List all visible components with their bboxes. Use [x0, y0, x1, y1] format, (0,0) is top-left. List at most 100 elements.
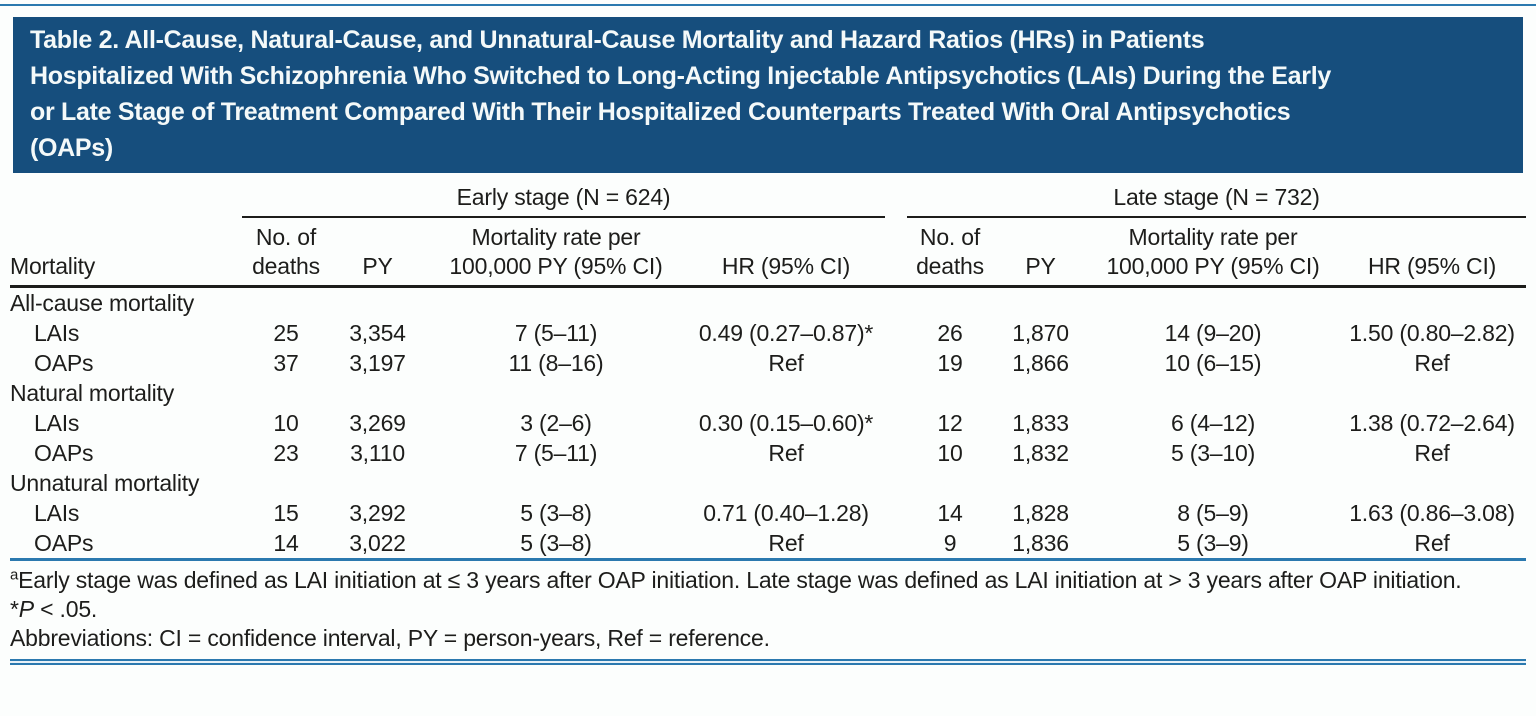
late-hr-column-header: HR (95% CI) — [1338, 217, 1527, 288]
section-label: Natural mortality — [10, 380, 175, 406]
table-row: OAPs 14 3,022 5 (3–8) Ref 9 1,836 5 (3–9… — [10, 528, 1527, 561]
cell-early-hr: 0.30 (0.15–0.60)* — [698, 410, 874, 436]
column-spacer — [885, 498, 907, 528]
late-deaths-column-header: No. of deaths — [907, 217, 994, 288]
empty-cells — [242, 378, 1526, 408]
title-line: (OAPs) — [30, 134, 113, 162]
cell-early-py: 3,197 — [349, 350, 406, 376]
row-label: LAIs — [34, 410, 80, 436]
footnote-abbreviations: Abbreviations: CI = confidence interval,… — [10, 625, 770, 651]
cell-early-rate: 5 (3–8) — [520, 500, 592, 526]
late-stage-group-header: Late stage (N = 732) — [907, 182, 1527, 218]
cell-late-py: 1,833 — [1012, 410, 1069, 436]
cell-late-deaths: 14 — [937, 500, 963, 526]
cell-early-hr: Ref — [687, 528, 886, 561]
empty-cells — [242, 287, 1526, 319]
significance-threshold: < .05. — [33, 596, 98, 622]
cell-late-deaths: 12 — [937, 410, 963, 436]
cell-early-deaths: 25 — [273, 320, 299, 346]
title-line: Table 2. All-Cause, Natural-Cause, and U… — [30, 26, 1205, 54]
cell-early-py: 3,110 — [350, 440, 405, 466]
table-section-row: All-cause mortality — [10, 287, 1526, 319]
footnote-significance: *P < .05. — [10, 595, 1526, 624]
cell-early-rate: 7 (5–11) — [514, 440, 598, 466]
footnote-stage-definition: aEarly stage was defined as LAI initiati… — [10, 566, 1526, 595]
cell-late-rate: 6 (4–12) — [1170, 410, 1256, 436]
bottom-divider-rule — [10, 659, 1526, 665]
column-spacer — [885, 318, 907, 348]
cell-early-py: 3,354 — [349, 320, 406, 346]
cell-early-rate: 5 (3–8) — [425, 528, 687, 561]
row-label: LAIs — [34, 500, 80, 526]
early-py-column-header: PY — [330, 217, 425, 288]
early-hr-column-header: HR (95% CI) — [687, 217, 886, 288]
footnote-stage-definition-text: Early stage was defined as LAI initiatio… — [18, 567, 1462, 593]
row-label: OAPs — [10, 528, 242, 561]
cell-late-hr: 1.63 (0.86–3.08) — [1349, 500, 1515, 526]
cell-late-deaths: 26 — [937, 320, 963, 346]
cell-early-deaths: 10 — [273, 410, 299, 436]
early-rate-column-header: Mortality rate per 100,000 PY (95% CI) — [425, 217, 687, 288]
cell-early-hr: Ref — [768, 350, 804, 376]
table-row: OAPs 37 3,197 11 (8–16) Ref 19 1,866 10 … — [10, 348, 1526, 378]
cell-late-py: 1,828 — [1012, 500, 1069, 526]
cell-late-rate: 8 (5–9) — [1177, 500, 1249, 526]
cell-late-rate: 5 (3–10) — [1170, 440, 1256, 466]
late-rate-column-header: Mortality rate per 100,000 PY (95% CI) — [1088, 217, 1339, 288]
significance-asterisk: * — [10, 596, 19, 622]
cell-early-py: 3,269 — [349, 410, 406, 436]
early-deaths-column-header: No. of deaths — [242, 217, 330, 288]
cell-late-rate: 5 (3–9) — [1088, 528, 1339, 561]
cell-early-deaths: 14 — [242, 528, 330, 561]
group-header-row: Early stage (N = 624) Late stage (N = 73… — [10, 182, 1527, 218]
cell-early-rate: 7 (5–11) — [514, 320, 598, 346]
cell-early-py: 3,022 — [330, 528, 425, 561]
cell-early-hr: Ref — [768, 440, 804, 466]
table-content-area: Early stage (N = 624) Late stage (N = 73… — [0, 182, 1536, 665]
empty-cells — [242, 468, 1526, 498]
cell-late-hr: 1.38 (0.72–2.64) — [1349, 410, 1515, 436]
cell-early-hr: 0.49 (0.27–0.87)* — [698, 320, 874, 346]
late-py-column-header: PY — [993, 217, 1089, 288]
table-row: OAPs 23 3,110 7 (5–11) Ref 10 1,832 5 (3… — [10, 438, 1526, 468]
significance-p: P — [18, 596, 34, 622]
empty-corner-cell — [10, 182, 242, 217]
table-section-row: Natural mortality — [10, 378, 1526, 408]
top-divider-rule — [0, 4, 1536, 6]
table-row: LAIs 10 3,269 3 (2–6) 0.30 (0.15–0.60)* … — [10, 408, 1526, 438]
cell-early-rate: 3 (2–6) — [520, 410, 592, 436]
mortality-table: Early stage (N = 624) Late stage (N = 73… — [10, 182, 1527, 561]
row-label: OAPs — [34, 350, 94, 376]
cell-late-hr: Ref — [1414, 440, 1450, 466]
table-row: LAIs 25 3,354 7 (5–11) 0.49 (0.27–0.87)*… — [10, 318, 1526, 348]
journal-table-page: Table 2. All-Cause, Natural-Cause, and U… — [0, 4, 1536, 716]
column-spacer — [885, 438, 907, 468]
cell-late-py: 1,870 — [1012, 320, 1069, 346]
title-line: Hospitalized With Schizophrenia Who Swit… — [30, 62, 1331, 90]
row-label: OAPs — [34, 440, 94, 466]
mortality-column-header: Mortality — [10, 217, 242, 288]
table-section-row: Unnatural mortality — [10, 468, 1526, 498]
column-header-row: Mortality No. of deaths PY Mortality rat… — [10, 217, 1527, 288]
cell-late-deaths: 19 — [937, 350, 963, 376]
table-row: LAIs 15 3,292 5 (3–8) 0.71 (0.40–1.28) 1… — [10, 498, 1526, 528]
section-label: All-cause mortality — [10, 290, 195, 316]
cell-late-py: 1,832 — [1012, 440, 1069, 466]
cell-early-deaths: 15 — [273, 500, 299, 526]
column-spacer — [885, 182, 907, 217]
cell-early-rate: 11 (8–16) — [508, 350, 604, 376]
cell-late-hr: 1.50 (0.80–2.82) — [1349, 320, 1515, 346]
cell-late-hr: Ref — [1338, 528, 1527, 561]
section-label: Unnatural mortality — [10, 470, 200, 496]
cell-late-py: 1,836 — [993, 528, 1089, 561]
cell-late-rate: 10 (6–15) — [1164, 350, 1262, 376]
table-title-banner: Table 2. All-Cause, Natural-Cause, and U… — [13, 17, 1523, 173]
cell-early-deaths: 37 — [273, 350, 299, 376]
cell-late-rate: 14 (9–20) — [1164, 320, 1262, 346]
column-spacer — [885, 217, 908, 288]
title-line: or Late Stage of Treatment Compared With… — [30, 98, 1291, 126]
cell-late-hr: Ref — [1414, 350, 1450, 376]
footnote-marker-a: a — [10, 566, 19, 584]
row-label: LAIs — [34, 320, 80, 346]
cell-early-hr: 0.71 (0.40–1.28) — [703, 500, 869, 526]
